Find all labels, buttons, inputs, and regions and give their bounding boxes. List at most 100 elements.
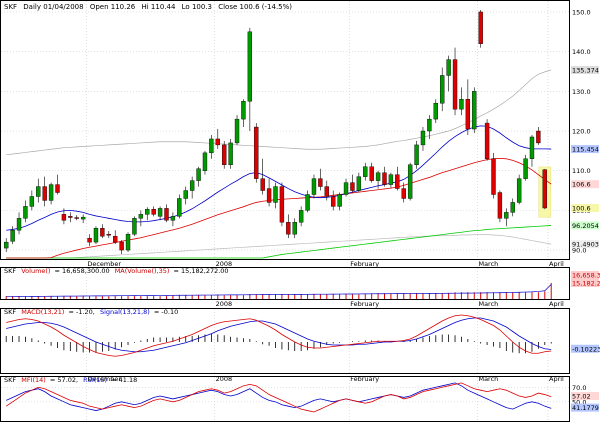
candle-body <box>536 130 541 144</box>
macd-x-label: February <box>350 375 379 383</box>
candle-body <box>363 166 368 177</box>
candle-body <box>266 188 272 203</box>
price-tick-label: 150.0 <box>572 8 591 16</box>
candle-body <box>254 126 259 179</box>
candle-body <box>491 158 496 195</box>
candle-body <box>350 182 355 191</box>
sma-gray-line <box>6 69 552 156</box>
candle-body <box>427 118 432 132</box>
signal-legend-label: Signal(13,21,8) <box>100 308 150 316</box>
price-value-tag <box>571 240 599 249</box>
candle-body <box>414 144 419 165</box>
macd-x-label: December <box>87 375 121 383</box>
volume-value-tag <box>571 271 599 279</box>
volume-ma-legend-value: = 15,182,272.00 <box>174 267 229 275</box>
candle-body <box>504 212 509 219</box>
candle-body <box>407 164 413 199</box>
svg-text:SKF Daily 01/04/2008: SKF Daily 01/04/2008 Open 110.26 Hi 110.… <box>4 3 292 11</box>
volume-legend-label: Volume() <box>21 267 50 275</box>
candle-body <box>273 186 278 203</box>
oscillator-value-label: 41.1779 <box>572 404 599 412</box>
candle-body <box>74 217 79 219</box>
candle-body <box>305 194 310 211</box>
volume-x-label: February <box>350 300 379 308</box>
candle-body <box>516 178 522 203</box>
sma-green-line <box>6 225 552 259</box>
price-x-label: February <box>350 260 379 268</box>
candle-body <box>209 138 214 154</box>
header-symbol: SKF <box>4 3 17 11</box>
candle-body <box>452 59 458 110</box>
candle-body <box>164 208 169 221</box>
candle-body <box>151 208 156 215</box>
price-x-label: 2008 <box>216 260 233 268</box>
candle-body <box>247 31 253 102</box>
price-value-label: 91.4903 <box>572 241 599 249</box>
macd-panel-frame <box>0 308 570 374</box>
oscillator-value-label: 57.02 <box>572 393 591 401</box>
candle-body <box>446 59 451 76</box>
header-high: Hi 110.44 <box>141 3 175 11</box>
candle-body <box>87 237 92 243</box>
candle-body <box>395 174 400 189</box>
mfi-legend-symbol: SKF <box>4 376 16 384</box>
candle-body <box>157 208 163 217</box>
rsi-legend-label: RSI(15) <box>83 376 107 384</box>
signal-legend-value: = -0.10 <box>154 308 178 316</box>
rsi-line <box>6 382 552 411</box>
candle-body <box>125 233 131 251</box>
candle-body <box>356 176 362 191</box>
svg-text:SKF Volume() = 16,: SKF Volume() = 16,658,300.00 MA(Volume()… <box>4 267 229 275</box>
candle-body <box>29 196 35 207</box>
candle-body <box>433 103 438 120</box>
candle-body <box>331 196 336 207</box>
candle-body <box>68 216 73 218</box>
candle-body <box>343 182 349 195</box>
price-panel-frame <box>0 0 570 260</box>
price-value-tag <box>571 221 599 230</box>
price-tick-label: 120.0 <box>572 128 591 136</box>
oscillator-tick-label: 70.0 <box>572 384 586 392</box>
candle-body <box>298 210 304 223</box>
volume-value-tag <box>571 279 599 287</box>
price-tick-label: 110.0 <box>572 167 591 175</box>
price-value-tag <box>571 204 599 212</box>
candle-body <box>138 214 144 219</box>
candle-body <box>510 202 515 213</box>
candle-body <box>10 230 15 242</box>
candle-body <box>369 166 374 181</box>
macd-x-label: 2008 <box>216 375 233 383</box>
volume-legend-value: = 16,658,300.00 <box>55 267 110 275</box>
mfi-legend-label: MFI(14) <box>21 376 46 384</box>
svg-text:SKF MFI(14) = 57.0: SKF MFI(14) = 57.02, RSI(15) = 41.18 <box>4 376 137 384</box>
rsi-legend-value: = 41.18 <box>111 376 137 384</box>
price-value-label: 100.6 <box>572 205 591 213</box>
sma-light-gray-line <box>6 234 552 259</box>
price-x-label: April <box>549 260 564 268</box>
candle-body <box>337 194 342 207</box>
price-tick-label: 90.0 <box>572 247 586 255</box>
candle-body <box>80 216 86 220</box>
macd-x-label: April <box>549 375 564 383</box>
candle-body <box>119 241 124 251</box>
sma-red-line <box>6 157 552 259</box>
price-value-label: 135.374 <box>572 67 599 75</box>
candle-body <box>318 178 323 187</box>
price-tick-label: 130.0 <box>572 88 591 96</box>
candle-body <box>388 174 394 185</box>
header-close: Close 100.6 (-14.5%) <box>218 3 292 11</box>
candle-body <box>202 152 208 171</box>
volume-ma-line <box>6 284 552 297</box>
macd-signal-line <box>6 317 552 353</box>
volume-x-label: April <box>549 300 564 308</box>
candle-body <box>484 122 490 159</box>
candle-body <box>55 184 60 193</box>
volume-value-label: 15,182.272 <box>572 280 600 288</box>
candle-body <box>61 214 67 221</box>
candle-body <box>23 206 28 219</box>
macd-x-label: March <box>478 375 498 383</box>
candle-body <box>324 186 329 197</box>
volume-x-label: March <box>478 300 498 308</box>
candle-body <box>48 184 54 201</box>
